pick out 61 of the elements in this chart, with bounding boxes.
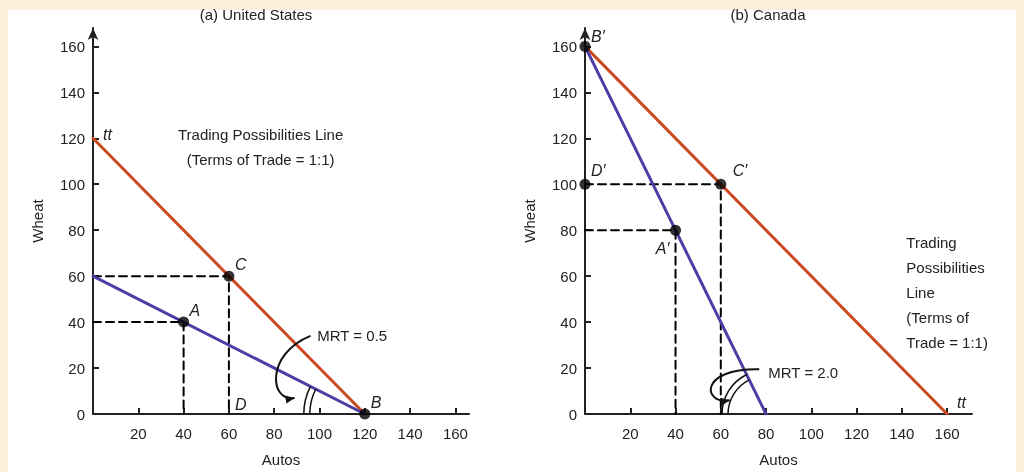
x-tick-label: 80 (265, 425, 283, 442)
annotation: D (234, 395, 247, 413)
x-tick-label: 100 (306, 425, 333, 442)
y-tick-label: 160 (59, 37, 85, 55)
y-tick-label: 140 (551, 83, 577, 101)
annotation: B (370, 393, 382, 411)
x-tick-label: 120 (844, 425, 870, 442)
annotation: MRT = 0.5 (317, 327, 388, 345)
x-tick-label: 160 (442, 425, 468, 442)
x-axis-title: Autos (759, 451, 798, 468)
x-tick-label: 140 (397, 425, 423, 442)
y-axis-title: Wheat (29, 198, 46, 243)
annotation: tt (103, 125, 113, 143)
point (223, 270, 235, 282)
x-tick-label: 160 (934, 425, 960, 442)
y-tick-label: 60 (68, 267, 85, 285)
y-tick-label: 0 (76, 405, 85, 423)
y-tick-label: 20 (68, 359, 85, 377)
chart-title: (a) United States (199, 6, 313, 23)
annotation: C (234, 255, 247, 273)
y-tick-label: 20 (560, 359, 577, 377)
point (579, 178, 591, 190)
x-tick-label: 40 (175, 425, 192, 442)
y-axis-title: Wheat (521, 198, 538, 243)
annotation: Trading Possibilities Line (Terms of Trade = 1:1) (906, 233, 988, 351)
y-tick-label: 100 (59, 175, 85, 193)
x-tick-label: 20 (129, 425, 147, 442)
y-tick-label: 0 (568, 405, 577, 423)
y-tick-label: 60 (560, 267, 577, 285)
x-tick-label: 40 (667, 425, 684, 442)
x-tick-label: 60 (220, 425, 238, 442)
y-tick-label: 40 (560, 313, 577, 331)
y-tick-label: 80 (560, 221, 577, 239)
x-axis-title: Autos (261, 451, 301, 468)
y-tick-label: 120 (551, 129, 577, 147)
annotation: C′ (732, 161, 749, 179)
annotation: B′ (591, 27, 606, 45)
y-tick-label: 80 (68, 221, 85, 239)
x-tick-label: 80 (757, 425, 775, 442)
annotation: D′ (591, 161, 607, 179)
x-tick-label: 60 (712, 425, 730, 442)
x-tick-label: 120 (352, 425, 378, 442)
x-tick-label: 20 (621, 425, 639, 442)
point (670, 224, 682, 236)
y-tick-label: 120 (59, 129, 85, 147)
y-tick-label: 100 (551, 175, 577, 193)
annotation: MRT = 2.0 (768, 364, 839, 382)
annotation: Trading Possibilities Line (Terms of Trade = 1:1) (177, 126, 344, 169)
y-tick-label: 160 (551, 37, 577, 55)
x-tick-label: 140 (889, 425, 915, 442)
point (579, 40, 591, 52)
y-tick-label: 40 (68, 313, 85, 331)
y-tick-label: 140 (59, 83, 85, 101)
annotation: A (188, 301, 201, 319)
point (178, 316, 190, 328)
annotation: A′ (654, 239, 671, 257)
annotation: tt (957, 393, 967, 411)
x-tick-label: 100 (798, 425, 824, 442)
point (715, 178, 727, 190)
point (359, 408, 371, 420)
chart-title: (b) Canada (730, 6, 807, 23)
